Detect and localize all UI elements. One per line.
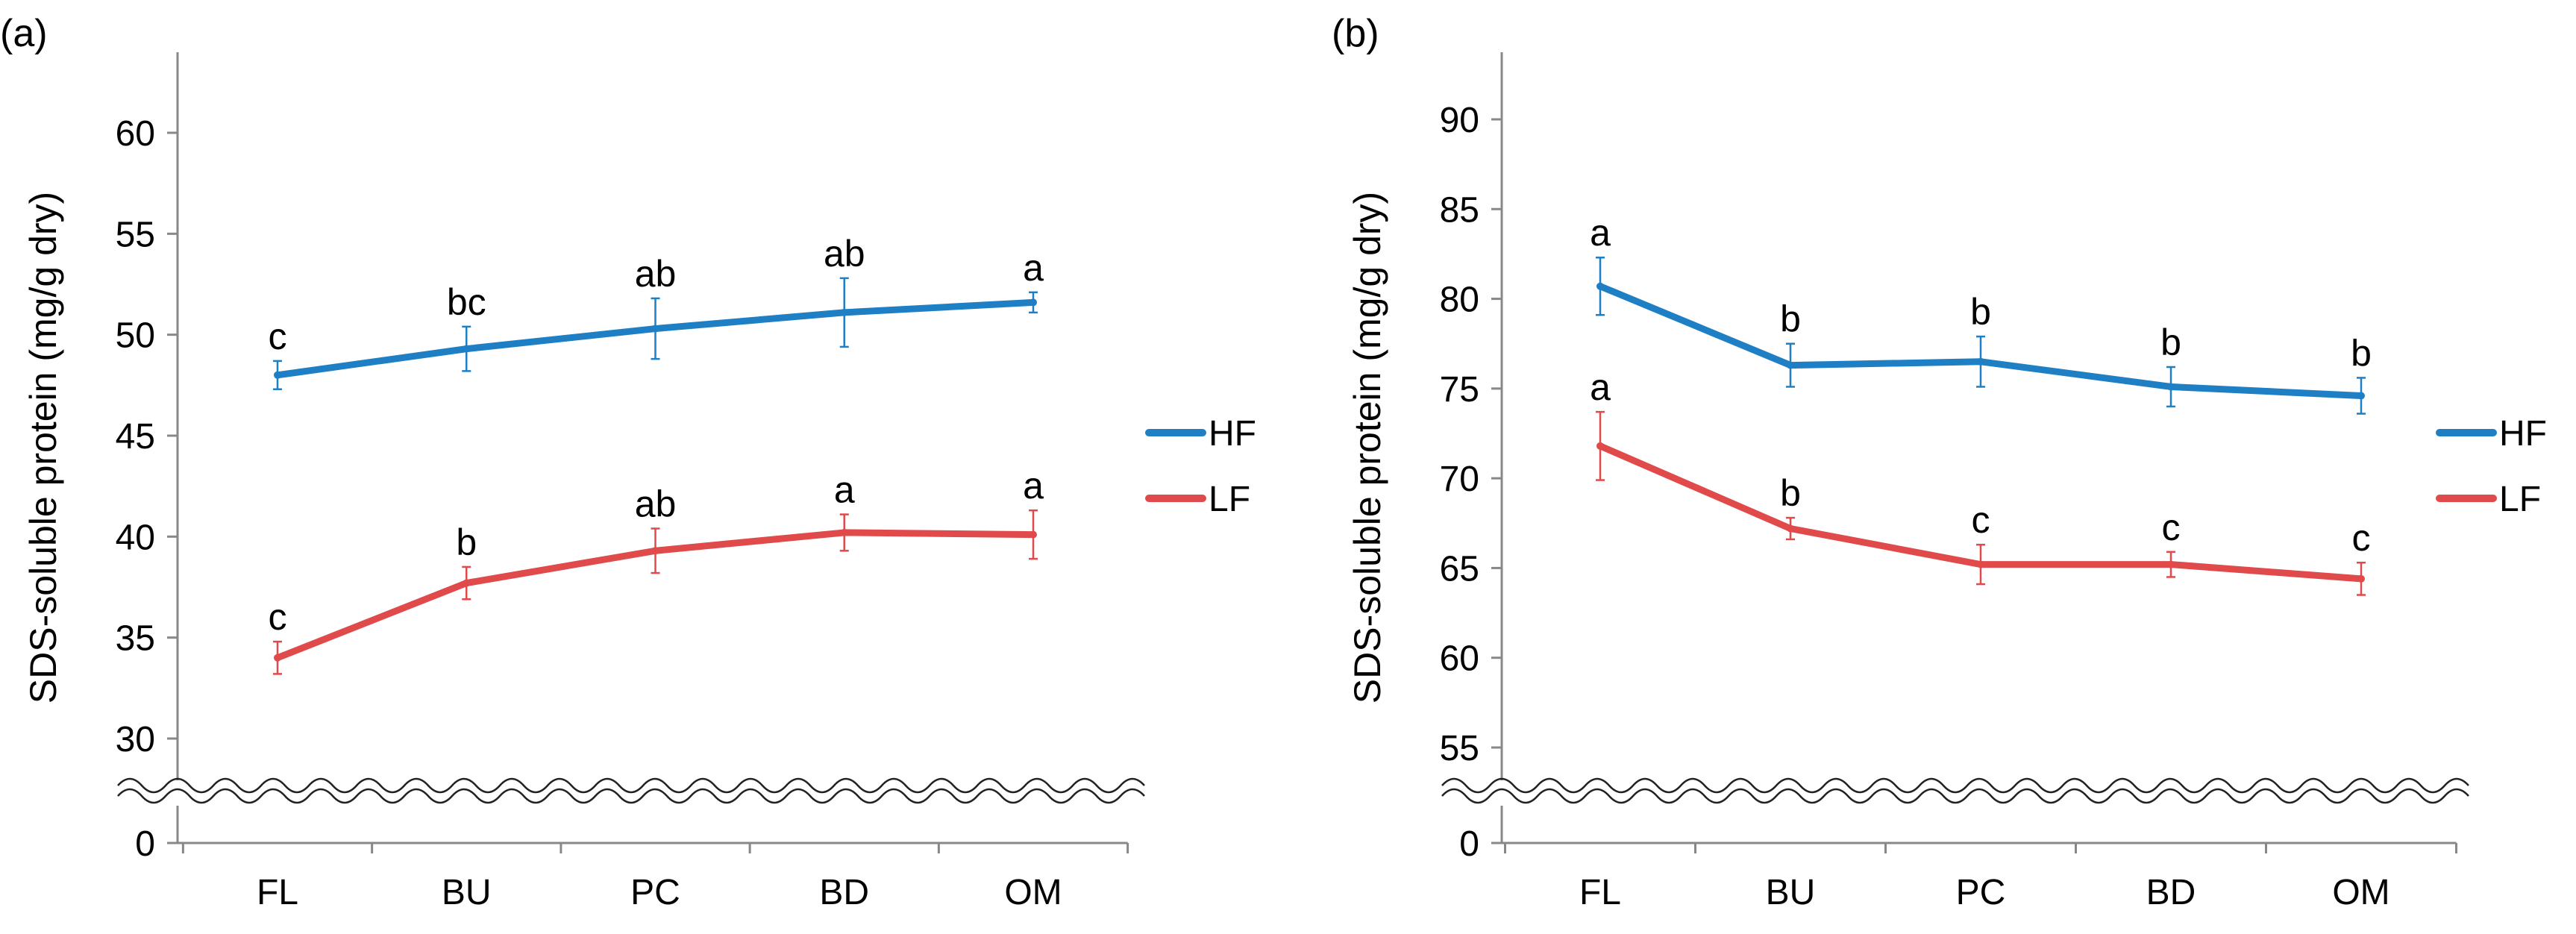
significance-letter: ab bbox=[635, 483, 677, 525]
data-point bbox=[1030, 298, 1037, 307]
data-point bbox=[463, 579, 471, 587]
significance-letter: ab bbox=[824, 233, 865, 275]
significance-letter: c bbox=[2162, 507, 2181, 548]
legend-label-hf: HF bbox=[2499, 414, 2547, 454]
panel-label: (b) bbox=[1332, 12, 1379, 55]
significance-letter: b bbox=[456, 521, 477, 563]
data-point bbox=[274, 371, 281, 379]
axis-break-line bbox=[117, 777, 1145, 794]
significance-letter: b bbox=[2160, 322, 2181, 363]
data-point bbox=[651, 547, 659, 555]
significance-letter: c bbox=[269, 596, 287, 638]
y-tick-label: 50 bbox=[116, 316, 155, 356]
significance-letter: ab bbox=[635, 253, 677, 295]
series-lf: c b ab a a bbox=[269, 465, 1044, 675]
legend-label-lf: LF bbox=[2499, 480, 2541, 519]
y-tick-label: 40 bbox=[116, 518, 155, 557]
y-tick-label: 90 bbox=[1440, 101, 1479, 140]
data-point bbox=[840, 308, 848, 316]
significance-letter: bc bbox=[447, 281, 486, 323]
axis-break-line bbox=[1441, 788, 2469, 804]
y-tick-label: 45 bbox=[116, 417, 155, 457]
data-point bbox=[463, 345, 471, 353]
significance-letter: b bbox=[1970, 291, 1991, 333]
significance-letter: b bbox=[1780, 472, 1801, 514]
significance-letter: b bbox=[2351, 332, 2372, 374]
axis-break-line bbox=[1441, 777, 2469, 794]
y-tick-label: 75 bbox=[1440, 370, 1479, 410]
data-point bbox=[1787, 361, 1794, 369]
data-point bbox=[1977, 357, 1984, 366]
x-tick-label: BU bbox=[1766, 873, 1816, 912]
data-point bbox=[1030, 530, 1037, 539]
significance-letter: c bbox=[269, 316, 287, 357]
series-hf: c bc ab ab a bbox=[269, 233, 1044, 390]
data-point bbox=[274, 654, 281, 662]
significance-letter: a bbox=[1590, 212, 1611, 254]
x-tick-label: OM bbox=[2332, 873, 2389, 912]
significance-letter: a bbox=[1023, 247, 1044, 289]
significance-letter: c bbox=[1972, 499, 1990, 541]
significance-letter: a bbox=[1590, 366, 1611, 408]
data-point bbox=[2167, 560, 2175, 568]
series-hf: a b b b b bbox=[1590, 212, 2372, 415]
y-tick-label: 55 bbox=[116, 215, 155, 254]
y-axis-title: SDS-soluble protein (mg/g dry) bbox=[1347, 192, 1388, 703]
series-lf: a b c c c bbox=[1590, 366, 2371, 596]
chart-panel-a: (a) 30 35 40 45 50 55 60 0 FL BU PC BD OM SDS-soluble … bbox=[0, 12, 1256, 912]
axis-break-line bbox=[117, 788, 1145, 804]
y-zero-label: 0 bbox=[1459, 824, 1479, 864]
x-tick-label: BD bbox=[819, 873, 869, 912]
y-tick-label: 55 bbox=[1440, 729, 1479, 768]
significance-letter: a bbox=[1023, 465, 1044, 507]
x-tick-label: PC bbox=[1956, 873, 2006, 912]
x-tick-label: BD bbox=[2146, 873, 2196, 912]
x-tick-label: BU bbox=[442, 873, 492, 912]
significance-letter: a bbox=[834, 469, 855, 511]
data-point bbox=[2167, 383, 2175, 391]
data-point bbox=[1787, 524, 1794, 533]
significance-letter: c bbox=[2352, 517, 2371, 559]
data-point bbox=[2357, 392, 2365, 400]
y-axis-title: SDS-soluble protein (mg/g dry) bbox=[22, 192, 64, 703]
y-tick-label: 85 bbox=[1440, 190, 1479, 230]
chart-panel-b: (b) 55 60 65 70 75 80 85 90 0 FL BU PC BD OM SDS-solubl… bbox=[1332, 12, 2547, 912]
x-tick-label: FL bbox=[1579, 873, 1621, 912]
x-tick-label: FL bbox=[257, 873, 298, 912]
data-point bbox=[2357, 574, 2365, 583]
data-point bbox=[1977, 560, 1984, 568]
y-tick-label: 80 bbox=[1440, 280, 1479, 320]
legend-label-hf: HF bbox=[1209, 414, 1256, 454]
x-tick-label: PC bbox=[630, 873, 680, 912]
y-zero-label: 0 bbox=[135, 824, 155, 864]
data-point bbox=[651, 325, 659, 333]
y-tick-label: 30 bbox=[116, 720, 155, 759]
y-tick-label: 35 bbox=[116, 619, 155, 659]
data-point bbox=[840, 528, 848, 536]
data-point bbox=[1596, 282, 1604, 290]
y-tick-label: 60 bbox=[116, 114, 155, 154]
panel-label: (a) bbox=[0, 12, 48, 55]
y-tick-label: 70 bbox=[1440, 460, 1479, 499]
y-tick-label: 65 bbox=[1440, 549, 1479, 589]
data-point bbox=[1596, 442, 1604, 450]
y-tick-label: 60 bbox=[1440, 639, 1479, 679]
significance-letter: b bbox=[1780, 298, 1801, 340]
legend-label-lf: LF bbox=[1209, 480, 1250, 519]
x-tick-label: OM bbox=[1004, 873, 1062, 912]
